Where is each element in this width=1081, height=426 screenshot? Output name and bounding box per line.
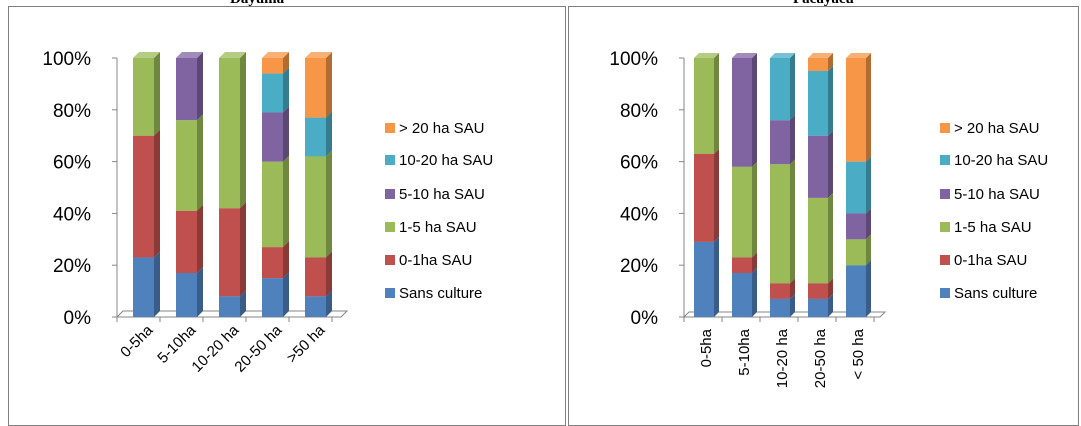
- bar-segment: [305, 150, 332, 258]
- legend-label: 1-5 ha SAU: [399, 218, 477, 236]
- x-category-label: 0-5ha: [698, 328, 715, 367]
- bar-segment: [176, 204, 203, 273]
- legend-swatch: [385, 222, 395, 232]
- bar-segment: [262, 52, 289, 74]
- legend-swatch: [385, 255, 395, 265]
- x-category-label: 20-50 ha: [812, 328, 829, 388]
- x-category-label: 0-5ha: [117, 321, 157, 361]
- legend-label: 0-1ha SAU: [399, 251, 473, 269]
- legend-item: Sans culture: [940, 283, 1037, 303]
- legend-item: Sans culture: [385, 283, 482, 303]
- y-tick-label: 40%: [53, 204, 91, 225]
- bar-segment: [305, 111, 332, 157]
- bar-segment: [219, 202, 246, 297]
- legend-label: 1-5 ha SAU: [954, 218, 1032, 236]
- legend-item: > 20 ha SAU: [940, 118, 1039, 138]
- legend-item: 0-1ha SAU: [940, 250, 1027, 270]
- legend-item: 10-20 ha SAU: [940, 150, 1048, 170]
- x-category-label: 5-10ha: [736, 328, 753, 375]
- legend-item: 1-5 ha SAU: [940, 217, 1032, 237]
- bar-segment: [262, 106, 289, 162]
- bar-segment: [133, 251, 160, 317]
- bar-segment: [176, 114, 203, 211]
- y-tick-label: 60%: [53, 153, 91, 174]
- x-category-label: 10-20 ha: [774, 328, 791, 388]
- y-tick-label: 100%: [609, 49, 658, 70]
- bar-segment: [176, 266, 203, 317]
- legend-label: Sans culture: [954, 284, 1038, 302]
- legend-item: 5-10 ha SAU: [385, 184, 485, 204]
- y-tick-label: 20%: [620, 256, 658, 277]
- bar-segment: [262, 272, 289, 317]
- y-tick-label: 100%: [42, 49, 91, 70]
- legend-swatch: [940, 155, 950, 165]
- bar-segment: [732, 53, 757, 167]
- legend-label: 5-10 ha SAU: [399, 185, 485, 203]
- bar-segment: [694, 53, 719, 154]
- legend-item: 0-1ha SAU: [385, 250, 472, 270]
- y-tick-label: 0%: [64, 308, 92, 329]
- legend-item: > 20 ha SAU: [385, 118, 484, 138]
- x-category-label: 20-50 ha: [231, 321, 285, 375]
- bar-segment: [770, 53, 795, 121]
- bar-segment: [846, 156, 871, 214]
- y-tick-label: 20%: [53, 256, 91, 277]
- legend-swatch: [385, 123, 395, 133]
- bar-segment: [133, 129, 160, 258]
- y-tick-label: 40%: [620, 204, 658, 225]
- legend-swatch: [940, 255, 950, 265]
- bar-segment: [133, 52, 160, 136]
- bar-segment: [808, 192, 833, 284]
- bar-segment: [694, 236, 719, 317]
- y-tick-label: 60%: [620, 153, 658, 174]
- legend-swatch: [940, 123, 950, 133]
- chart-panel-dayuma: Dayuma 0%20%40%60%80%100%0-5ha5-10ha10-2…: [8, 0, 566, 426]
- bar-segment: [176, 52, 203, 121]
- legend-label: > 20 ha SAU: [399, 119, 485, 137]
- legend-label: 10-20 ha SAU: [954, 151, 1049, 169]
- legend-item: 5-10 ha SAU: [940, 184, 1040, 204]
- bar-segment: [808, 65, 833, 136]
- legend-item: 1-5 ha SAU: [385, 217, 477, 237]
- chart-title: Dayuma: [230, 0, 284, 8]
- chart-panel-pacayacu: Pacayacu 0% 20% 40% 60% 80% 100% 0-5ha 5-10ha 10…: [568, 0, 1081, 426]
- legend-label: 0-1ha SAU: [954, 251, 1028, 269]
- chart-plot-pacayacu: 0% 20% 40% 60% 80% 100% 0-5ha 5-10ha 10-20 ha 20-…: [609, 49, 887, 388]
- bar-segment: [846, 260, 871, 317]
- bar-segment: [732, 267, 757, 317]
- y-tick-label: 0%: [631, 308, 659, 329]
- legend-label: Sans culture: [399, 284, 483, 302]
- chart-title: Pacayacu: [793, 0, 854, 8]
- legend-label: 5-10 ha SAU: [954, 185, 1040, 203]
- bar-segment: [262, 67, 289, 113]
- bar-segment: [732, 161, 757, 258]
- legend-item: 10-20 ha SAU: [385, 150, 493, 170]
- bar-segment: [808, 53, 833, 71]
- legend-swatch: [940, 288, 950, 298]
- legend-swatch: [385, 155, 395, 165]
- bar-segment: [808, 130, 833, 198]
- y-tick-label: 80%: [620, 101, 658, 122]
- legend-label: > 20 ha SAU: [954, 119, 1040, 137]
- legend-swatch: [385, 288, 395, 298]
- bar-segment: [694, 148, 719, 242]
- bar-segment: [305, 52, 332, 118]
- bar-segment: [770, 159, 795, 284]
- bar-segment: [770, 115, 795, 165]
- legend-swatch: [940, 189, 950, 199]
- bar-segment: [305, 251, 332, 297]
- x-category-label: < 50 ha: [850, 328, 867, 379]
- bar-segment: [219, 52, 246, 209]
- bar-segment: [262, 155, 289, 248]
- legend-swatch: [385, 189, 395, 199]
- legend-label: 10-20 ha SAU: [399, 151, 494, 169]
- bar-segment: [846, 53, 871, 162]
- y-tick-label: 80%: [53, 101, 91, 122]
- x-category-label: >50 ha: [284, 321, 329, 366]
- legend-swatch: [940, 222, 950, 232]
